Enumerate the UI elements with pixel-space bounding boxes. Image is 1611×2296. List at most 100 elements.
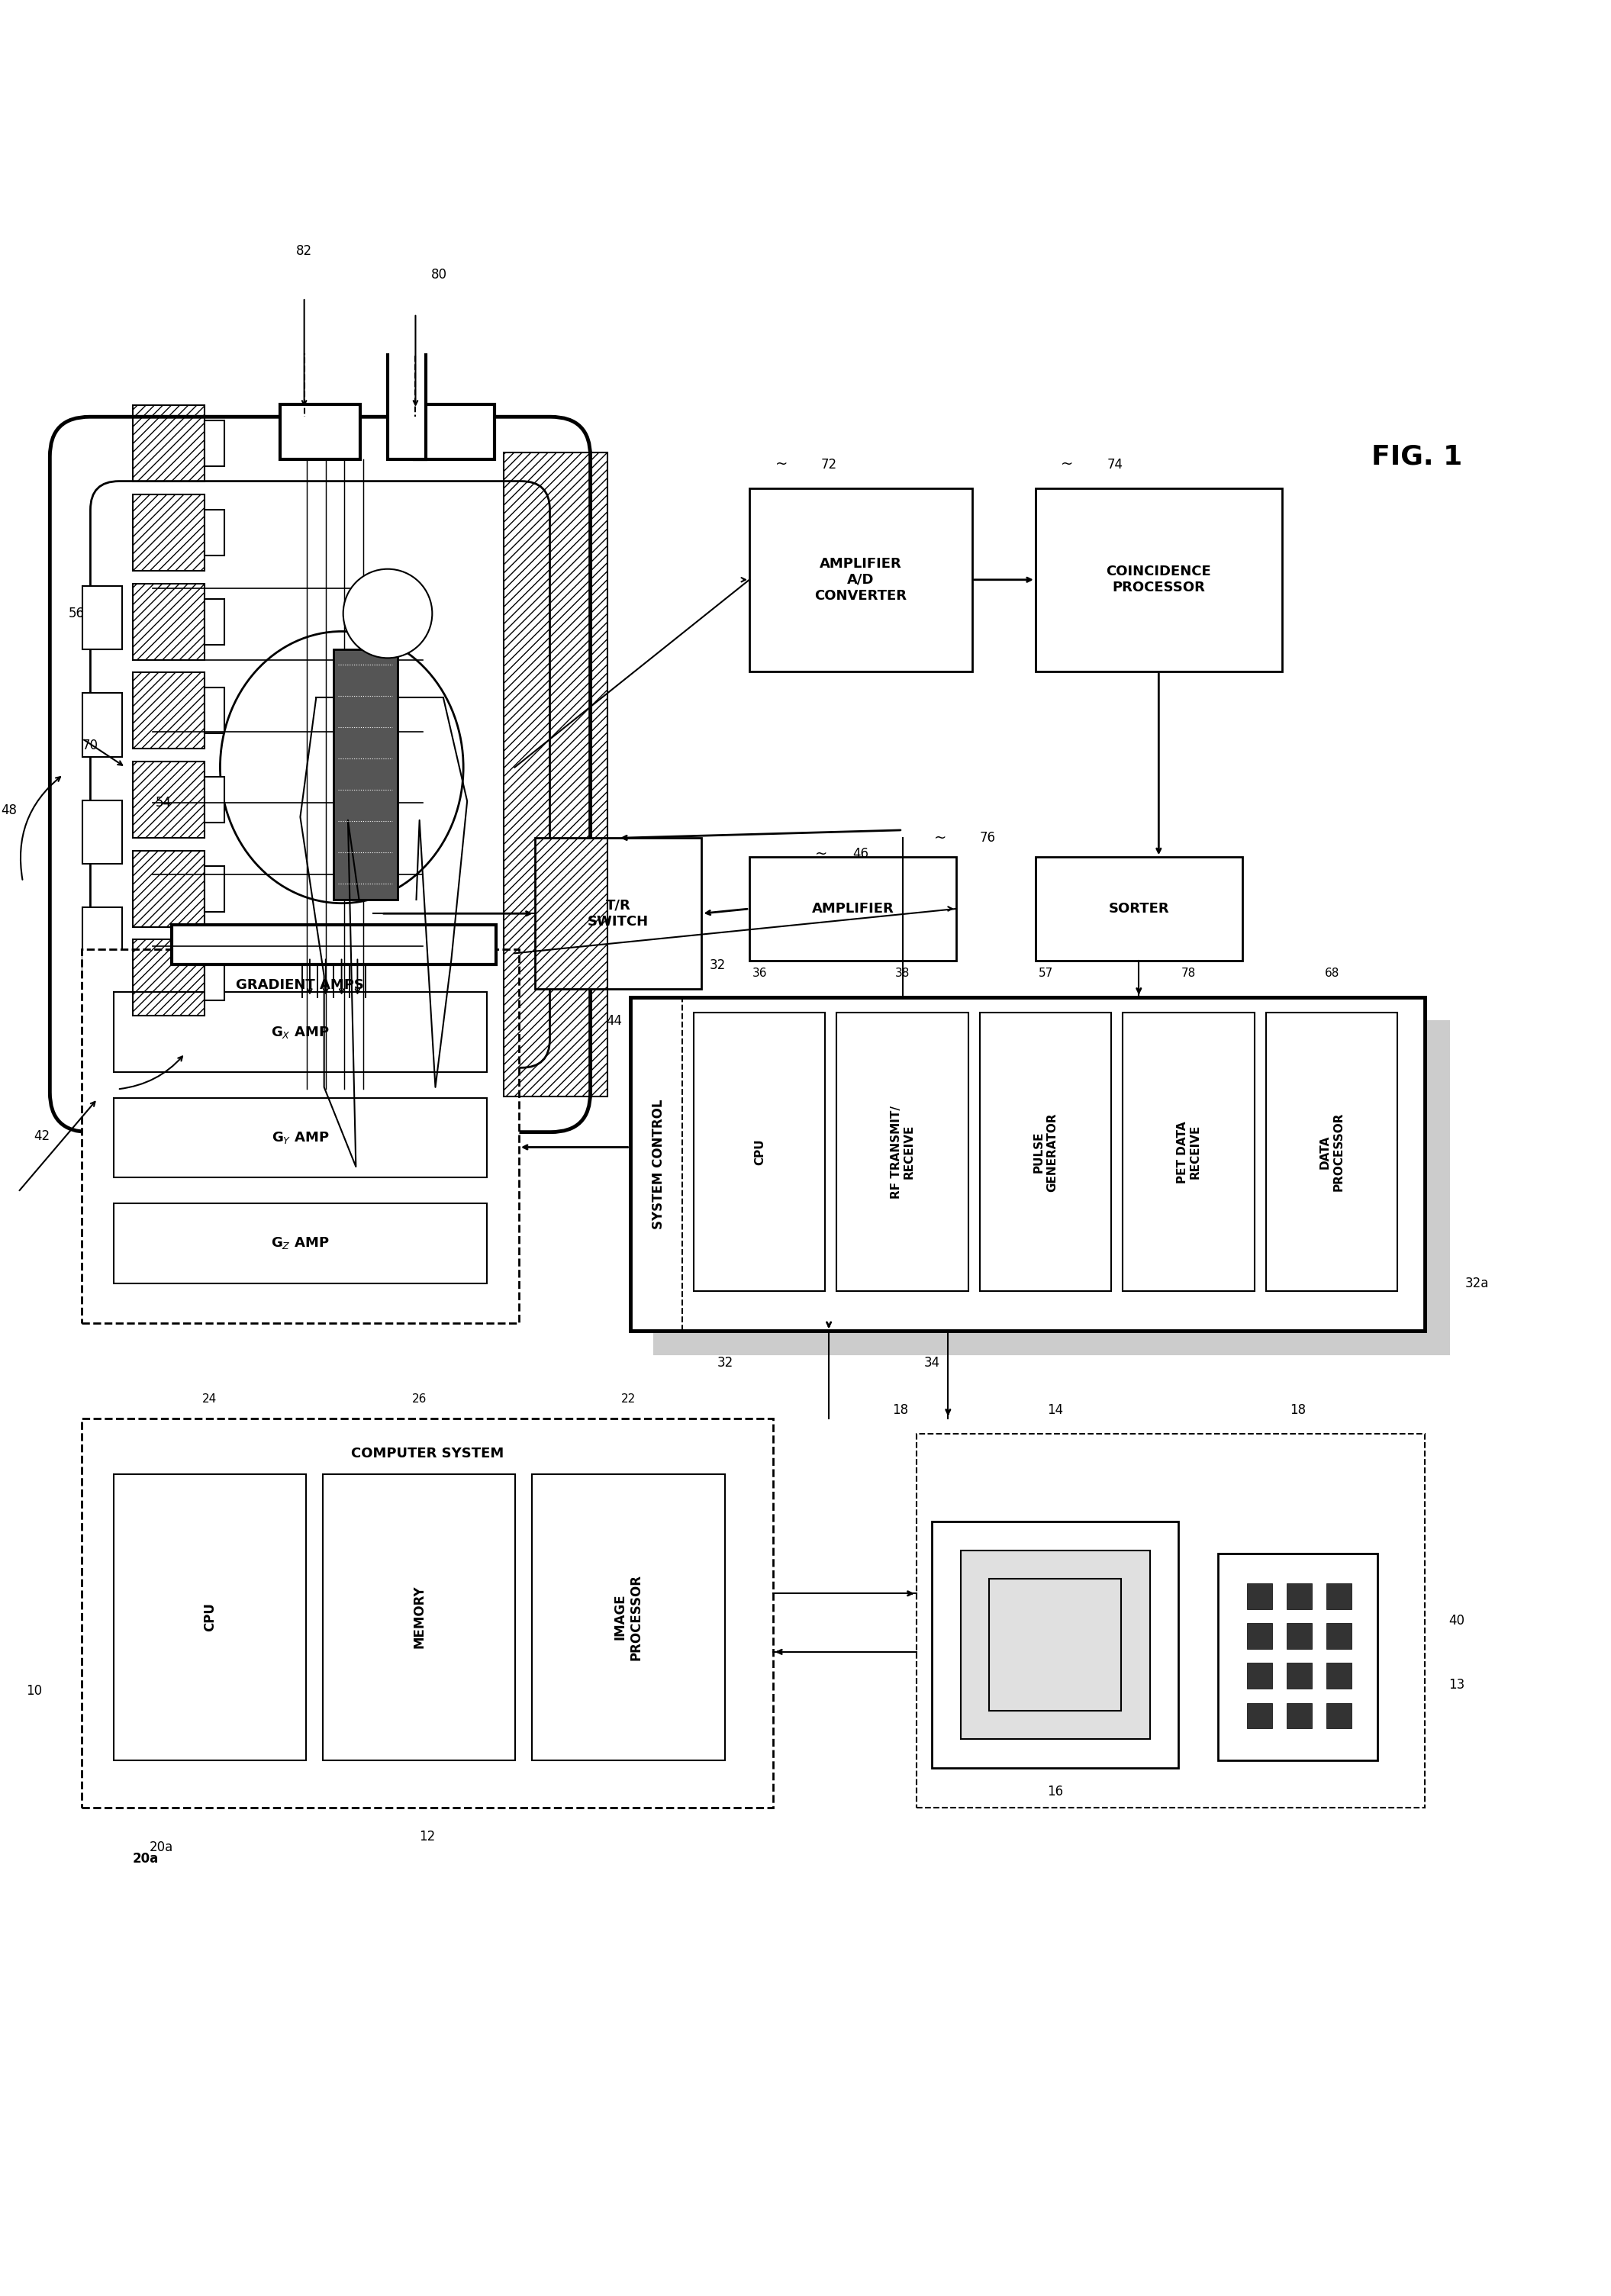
Text: 24: 24	[203, 1394, 217, 1405]
Bar	[82, 1419, 773, 1807]
Text: ~: ~	[934, 831, 946, 845]
Text: 44: 44	[606, 1015, 622, 1029]
Bar	[82, 801, 122, 863]
Text: COINCIDENCE
PROCESSOR: COINCIDENCE PROCESSOR	[1107, 565, 1211, 595]
FancyBboxPatch shape	[90, 482, 549, 1068]
Bar	[388, 340, 425, 459]
Bar	[1326, 1584, 1352, 1609]
Text: FIG. 1: FIG. 1	[1371, 443, 1463, 468]
Bar	[532, 1474, 725, 1761]
Bar	[1287, 1662, 1311, 1688]
Text: 14: 14	[1047, 1403, 1063, 1417]
Bar	[205, 689, 224, 732]
Bar	[113, 992, 487, 1072]
Text: ~: ~	[775, 457, 788, 471]
Bar	[414, 404, 495, 459]
Bar	[1247, 1662, 1273, 1688]
Text: ~: ~	[815, 847, 826, 861]
Text: 18: 18	[892, 1403, 909, 1417]
Bar	[322, 1474, 516, 1761]
Text: 26: 26	[412, 1394, 427, 1405]
Bar	[1266, 1013, 1398, 1290]
Bar	[836, 1013, 968, 1290]
FancyBboxPatch shape	[50, 418, 590, 1132]
Bar	[205, 776, 224, 822]
Text: 16: 16	[1047, 1784, 1063, 1798]
Bar	[694, 1013, 825, 1290]
Text: MEMORY: MEMORY	[412, 1587, 425, 1649]
Text: 68: 68	[1324, 967, 1339, 978]
Text: CPU: CPU	[754, 1139, 765, 1164]
Text: 72: 72	[820, 457, 836, 471]
Bar	[82, 693, 122, 758]
Bar	[989, 1580, 1121, 1711]
Bar	[1326, 1623, 1352, 1649]
Text: COMPUTER SYSTEM: COMPUTER SYSTEM	[351, 1446, 504, 1460]
Bar	[1326, 1662, 1352, 1688]
Bar	[979, 1013, 1112, 1290]
Bar	[134, 494, 205, 572]
Text: 20a: 20a	[132, 1851, 158, 1864]
Bar	[280, 404, 359, 459]
Text: PET DATA
RECEIVE: PET DATA RECEIVE	[1176, 1120, 1202, 1182]
Bar	[82, 948, 519, 1322]
Bar	[134, 762, 205, 838]
Bar	[205, 866, 224, 912]
Text: 42: 42	[34, 1130, 50, 1143]
Text: 18: 18	[1290, 1403, 1307, 1417]
Bar	[749, 489, 971, 670]
Bar	[749, 856, 955, 960]
Text: SYSTEM CONTROL: SYSTEM CONTROL	[652, 1100, 665, 1228]
Text: G$_Y$ AMP: G$_Y$ AMP	[271, 1130, 329, 1146]
Text: RF TRANSMIT/
RECEIVE: RF TRANSMIT/ RECEIVE	[891, 1104, 915, 1199]
Text: AMPLIFIER: AMPLIFIER	[812, 902, 894, 916]
Bar	[933, 1522, 1179, 1768]
Bar	[82, 585, 122, 650]
Text: 36: 36	[752, 967, 767, 978]
Bar	[205, 420, 224, 466]
Bar	[630, 996, 1426, 1332]
Text: 12: 12	[419, 1830, 435, 1844]
Text: IMAGE
PROCESSOR: IMAGE PROCESSOR	[614, 1573, 643, 1660]
Bar	[134, 406, 205, 482]
Bar	[1247, 1623, 1273, 1649]
Text: 10: 10	[26, 1683, 42, 1697]
Bar	[1287, 1704, 1311, 1729]
Bar	[1218, 1554, 1377, 1761]
Bar	[333, 650, 398, 900]
Bar	[1036, 489, 1282, 670]
Bar	[960, 1550, 1150, 1740]
Text: G$_X$ AMP: G$_X$ AMP	[271, 1024, 330, 1040]
Bar	[82, 907, 122, 971]
Text: 38: 38	[896, 967, 910, 978]
Text: AMPLIFIER
A/D
CONVERTER: AMPLIFIER A/D CONVERTER	[815, 558, 907, 602]
Text: 50: 50	[325, 1024, 342, 1038]
Bar	[171, 925, 496, 964]
Bar	[134, 673, 205, 748]
Text: 52: 52	[163, 1024, 179, 1038]
Bar	[504, 452, 607, 1095]
Text: 32: 32	[717, 1355, 733, 1368]
Text: 70: 70	[82, 739, 98, 753]
Text: 80: 80	[432, 269, 448, 282]
Text: 13: 13	[1448, 1678, 1464, 1692]
Text: 74: 74	[1107, 457, 1123, 471]
Text: 22: 22	[620, 1394, 636, 1405]
Text: ~: ~	[1062, 457, 1073, 471]
Bar	[134, 850, 205, 928]
Bar	[1036, 856, 1242, 960]
Bar	[1287, 1623, 1311, 1649]
Text: 54: 54	[155, 797, 171, 810]
Text: 32: 32	[709, 957, 725, 971]
Text: 76: 76	[979, 831, 996, 845]
Text: 40: 40	[1448, 1614, 1464, 1628]
Bar	[535, 838, 702, 990]
Bar	[1247, 1704, 1273, 1729]
Text: 46: 46	[852, 847, 868, 861]
Bar	[134, 939, 205, 1015]
Bar	[205, 955, 224, 1001]
Text: CPU: CPU	[203, 1603, 216, 1632]
Bar	[113, 1474, 306, 1761]
Ellipse shape	[221, 631, 464, 902]
Text: 20a: 20a	[150, 1841, 172, 1855]
